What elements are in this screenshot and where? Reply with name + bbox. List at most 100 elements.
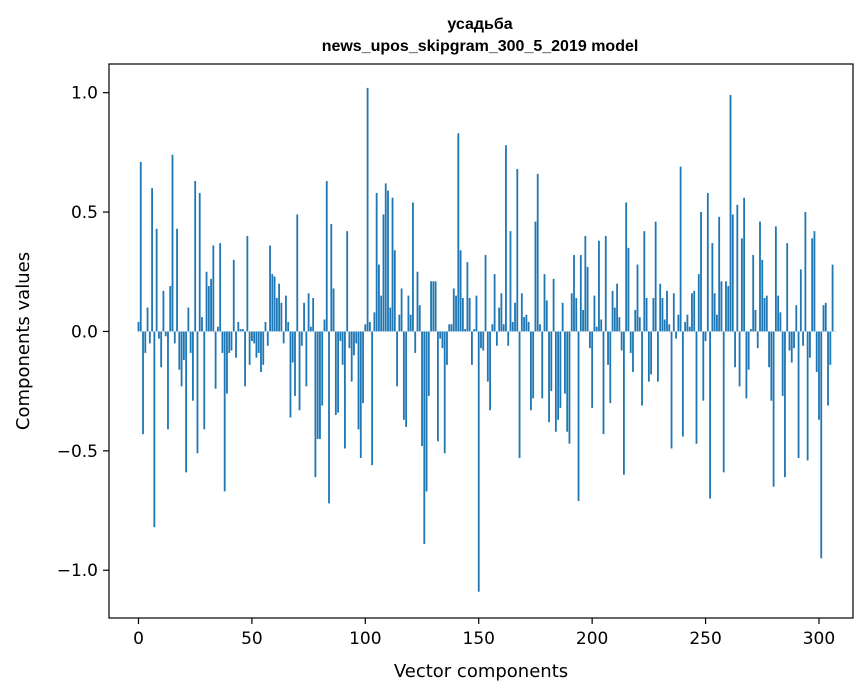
bar-264 [736, 204, 739, 332]
bar-94 [350, 331, 353, 382]
bar-208 [609, 331, 612, 404]
y-tick-label: 0.5 [71, 203, 98, 223]
bar-13 [167, 331, 169, 430]
bar-85 [330, 223, 333, 332]
bar-175 [534, 221, 537, 332]
bar-123 [416, 271, 419, 332]
bar-166 [514, 302, 516, 332]
bar-162 [505, 145, 507, 332]
bar-63 [280, 302, 283, 332]
bar-129 [430, 281, 432, 332]
bar-164 [509, 231, 512, 332]
bar-18 [178, 331, 181, 370]
bar-244 [691, 293, 693, 332]
bar-297 [811, 238, 814, 332]
bar-240 [681, 331, 684, 437]
bar-176 [536, 173, 539, 332]
bar-50 [251, 331, 253, 341]
bar-236 [672, 293, 675, 332]
bar-134 [441, 331, 444, 349]
bar-243 [688, 326, 691, 332]
x-tick-label: 200 [576, 629, 608, 649]
bar-113 [393, 250, 396, 332]
bar-258 [722, 331, 725, 473]
bar-165 [511, 321, 514, 332]
bar-190 [568, 331, 571, 444]
bar-298 [813, 231, 816, 332]
bar-75 [307, 293, 310, 332]
bar-115 [398, 314, 401, 332]
bar-35 [216, 326, 219, 332]
bar-11 [162, 290, 165, 332]
bar-300 [818, 331, 820, 420]
bar-207 [607, 331, 609, 365]
bar-140 [455, 295, 457, 332]
bar-119 [407, 295, 410, 332]
bar-37 [221, 331, 224, 353]
bar-271 [752, 255, 755, 332]
bar-277 [765, 295, 768, 332]
bar-53 [257, 331, 260, 353]
bar-206 [604, 235, 607, 332]
bar-107 [380, 295, 383, 332]
bar-210 [613, 307, 616, 332]
bar-61 [275, 298, 278, 332]
chart-title-line-1: усадьба [447, 16, 512, 33]
bar-163 [507, 331, 510, 346]
bar-260 [727, 286, 730, 332]
bar-269 [747, 331, 750, 370]
bar-47 [244, 331, 246, 387]
bar-169 [520, 293, 523, 332]
bar-184 [554, 331, 557, 432]
bar-241 [684, 321, 687, 332]
bar-70 [296, 214, 299, 332]
bar-103 [371, 331, 374, 466]
bar-138 [450, 324, 453, 332]
bar-125 [421, 331, 423, 447]
bar-288 [790, 331, 793, 363]
bar-195 [579, 255, 582, 332]
bar-52 [255, 331, 258, 358]
bar-219 [634, 309, 637, 332]
bar-7 [153, 331, 156, 528]
bar-136 [446, 331, 448, 365]
bar-209 [611, 290, 614, 332]
bar-154 [486, 331, 489, 382]
bar-247 [697, 274, 700, 332]
bar-170 [523, 317, 525, 332]
bar-25 [194, 181, 197, 332]
bar-242 [686, 314, 689, 332]
bar-117 [402, 331, 405, 420]
bar-series [137, 87, 836, 592]
bar-58 [269, 245, 271, 332]
bar-252 [709, 331, 711, 499]
bar-231 [661, 298, 664, 332]
bar-14 [169, 286, 172, 332]
bar-254 [713, 293, 716, 332]
bar-173 [530, 331, 532, 411]
bar-144 [464, 329, 467, 332]
bar-274 [759, 221, 761, 332]
bar-87 [334, 331, 337, 416]
bar-149 [475, 295, 478, 332]
bar-204 [600, 319, 603, 332]
bar-306 [831, 264, 834, 332]
bar-4 [146, 307, 149, 332]
y-tick-label: −0.5 [57, 442, 98, 462]
bar-196 [582, 309, 584, 332]
bar-197 [584, 235, 587, 332]
bar-104 [373, 312, 376, 332]
bar-2 [142, 331, 144, 435]
bar-96 [355, 331, 358, 344]
bar-294 [804, 212, 807, 332]
bar-265 [738, 331, 741, 387]
bar-291 [797, 331, 800, 459]
bar-168 [518, 331, 521, 459]
bar-152 [482, 331, 485, 351]
bar-290 [795, 305, 798, 332]
bar-213 [620, 331, 623, 351]
bar-273 [756, 331, 759, 349]
bar-36 [219, 243, 222, 332]
bar-5 [148, 331, 151, 344]
bar-68 [291, 331, 294, 363]
